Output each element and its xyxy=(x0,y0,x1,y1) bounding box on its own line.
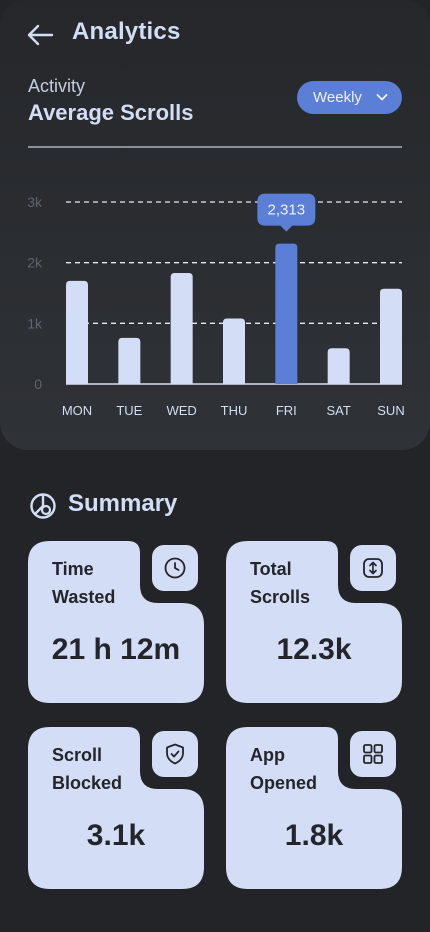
grid-button[interactable] xyxy=(350,731,396,777)
x-tick-label: MON xyxy=(62,403,92,418)
grid-icon xyxy=(363,744,383,764)
stat-value: 3.1k xyxy=(86,819,146,852)
chart-title: Average Scrolls xyxy=(28,100,194,125)
period-selected-value: Weekly xyxy=(313,89,362,106)
x-tick-label: SUN xyxy=(377,403,404,418)
stat-card-app-opened[interactable]: App Opened 1.8k xyxy=(226,727,402,889)
bar-wed xyxy=(170,272,193,384)
arrow-left-icon xyxy=(27,24,54,46)
x-tick-label: TUE xyxy=(116,403,142,418)
stat-label: App Opened xyxy=(250,741,350,797)
bar-sat xyxy=(327,348,350,384)
stat-card-total-scrolls[interactable]: Total Scrolls 12.3k xyxy=(226,541,402,703)
stat-label-line: Blocked xyxy=(52,773,123,793)
bar-chart-svg: 0 1k 2k 3k MON TUE WED THU FRI 2,313 SAT SUN xyxy=(27,193,405,418)
stat-label-line: Total xyxy=(250,559,292,579)
activity-label: Activity xyxy=(28,76,86,96)
clock-button[interactable] xyxy=(152,545,198,591)
stat-label-line: Opened xyxy=(250,773,318,793)
stat-value: 12.3k xyxy=(276,633,352,666)
bar-tue xyxy=(118,337,141,384)
stat-label-line: Scrolls xyxy=(250,587,311,607)
chevron-down-icon xyxy=(376,94,388,101)
y-tick-label: 2k xyxy=(27,255,43,271)
shield-button[interactable] xyxy=(152,731,198,777)
x-tick-label: FRI xyxy=(276,403,297,418)
card-background xyxy=(28,541,204,703)
divider xyxy=(28,146,402,148)
bar-sun xyxy=(380,288,402,384)
clock-icon xyxy=(164,557,186,579)
back-button[interactable] xyxy=(24,20,56,50)
stat-label: Scroll Blocked xyxy=(52,741,152,797)
x-tick-label: SAT xyxy=(327,403,351,418)
y-tick-label: 0 xyxy=(34,376,42,392)
stat-label-line: Time xyxy=(52,559,94,579)
stat-value: 21 h 12m xyxy=(51,633,181,666)
shield-check-icon xyxy=(166,743,184,765)
card-background xyxy=(226,541,402,703)
scroll-button[interactable] xyxy=(350,545,396,591)
y-tick-label: 3k xyxy=(27,194,43,210)
value-tooltip xyxy=(257,193,316,232)
period-dropdown[interactable]: Weekly xyxy=(297,81,402,114)
page-title: Analytics xyxy=(72,18,181,45)
x-tick-label: THU xyxy=(221,403,248,418)
value-tooltip-label: 2,313 xyxy=(268,202,306,219)
stat-card-time-wasted[interactable]: Time Wasted 21 h 12m xyxy=(28,541,204,703)
activity-panel: Analytics Activity Average Scrolls Weekl… xyxy=(0,0,430,450)
pie-chart-icon xyxy=(30,493,56,519)
bar-thu xyxy=(223,318,245,384)
card-background xyxy=(28,727,204,889)
y-tick-label: 1k xyxy=(27,315,43,331)
stat-label: Time Wasted xyxy=(52,555,152,611)
stat-label-line: Scroll xyxy=(52,745,103,765)
vertical-arrows-icon xyxy=(363,558,383,578)
x-tick-label: WED xyxy=(166,403,196,418)
bar-chart: 0 1k 2k 3k MON TUE WED THU FRI 2,313 SAT SUN xyxy=(0,170,430,430)
summary-title: Summary xyxy=(68,490,178,517)
stat-label: Total Scrolls xyxy=(250,555,350,611)
stat-card-scroll-blocked[interactable]: Scroll Blocked 3.1k xyxy=(28,727,204,889)
bar-mon xyxy=(66,280,88,384)
stat-label-line: Wasted xyxy=(52,587,116,607)
bar-fri xyxy=(275,243,298,384)
stat-label-line: App xyxy=(250,745,285,765)
stat-value: 1.8k xyxy=(284,819,344,852)
card-background xyxy=(226,727,402,889)
